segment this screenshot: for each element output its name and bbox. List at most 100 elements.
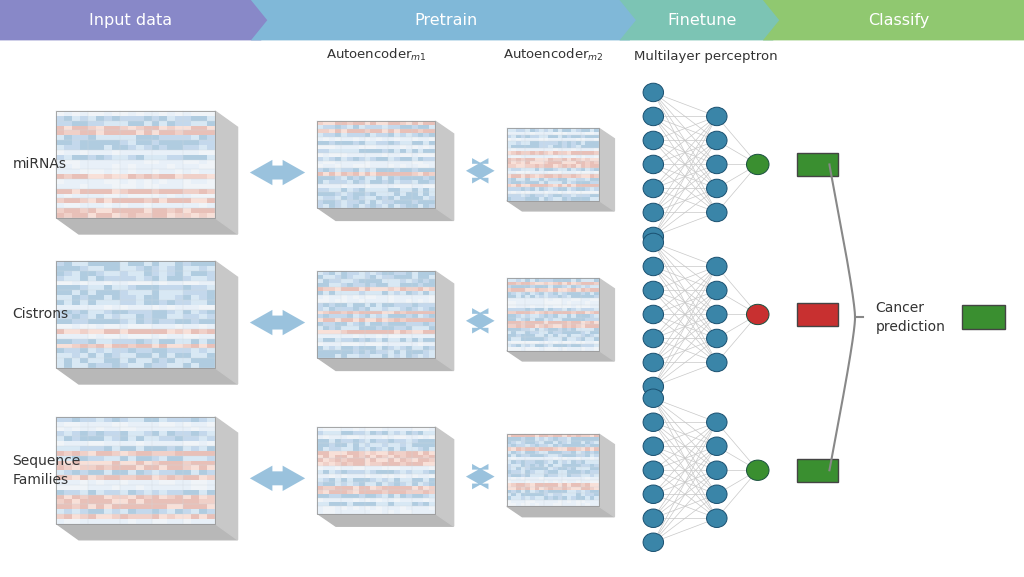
Bar	[377, 196, 382, 200]
Bar	[544, 138, 549, 141]
Bar	[520, 190, 525, 194]
Bar	[377, 180, 382, 184]
Bar	[412, 431, 418, 435]
Bar	[581, 477, 585, 480]
Bar	[120, 324, 128, 329]
Bar	[406, 455, 412, 459]
Bar	[512, 288, 516, 291]
Bar	[207, 130, 215, 136]
Bar	[516, 285, 520, 288]
Bar	[512, 190, 516, 194]
Bar	[399, 129, 406, 133]
Bar	[183, 305, 191, 310]
Bar	[590, 158, 594, 161]
Bar	[512, 447, 516, 451]
Bar	[594, 174, 599, 178]
Bar	[183, 261, 191, 266]
Bar	[418, 153, 424, 156]
Bar	[358, 342, 365, 346]
Ellipse shape	[707, 131, 727, 149]
Bar	[135, 136, 143, 140]
Bar	[553, 194, 557, 197]
Bar	[352, 145, 358, 149]
Bar	[512, 331, 516, 334]
Bar	[562, 470, 566, 474]
Bar	[56, 460, 65, 466]
Bar	[553, 328, 557, 331]
Bar	[594, 334, 599, 338]
Bar	[330, 490, 335, 494]
Bar	[575, 164, 581, 168]
Bar	[406, 176, 412, 180]
Bar	[406, 502, 412, 505]
Bar	[581, 288, 585, 291]
Bar	[567, 132, 571, 135]
Bar	[586, 447, 590, 451]
Bar	[562, 500, 566, 503]
Bar	[586, 145, 590, 148]
Bar	[429, 498, 435, 502]
Bar	[399, 455, 406, 459]
Bar	[525, 174, 530, 178]
Bar	[412, 145, 418, 149]
Bar	[341, 299, 347, 303]
Bar	[586, 141, 590, 145]
Bar	[520, 451, 525, 454]
Bar	[128, 136, 135, 140]
Bar	[586, 338, 590, 340]
Bar	[88, 514, 96, 519]
Bar	[525, 321, 530, 324]
Bar	[168, 184, 175, 189]
Bar	[394, 180, 399, 184]
Bar	[160, 193, 168, 198]
Bar	[143, 466, 152, 470]
Bar	[317, 427, 435, 514]
Bar	[382, 490, 388, 494]
Bar	[128, 155, 135, 160]
Bar	[88, 353, 96, 358]
Bar	[530, 181, 535, 184]
Bar	[135, 514, 143, 519]
Bar	[324, 173, 329, 176]
Bar	[399, 330, 406, 334]
Bar	[594, 145, 599, 148]
Bar	[530, 161, 535, 164]
Bar	[72, 358, 80, 363]
Bar	[324, 427, 329, 431]
Bar	[590, 190, 594, 194]
Bar	[590, 338, 594, 340]
Bar	[535, 347, 539, 351]
Bar	[520, 135, 525, 138]
Bar	[112, 314, 120, 319]
Bar	[152, 150, 160, 155]
Bar	[388, 164, 394, 168]
Bar	[371, 125, 377, 129]
Ellipse shape	[643, 233, 664, 252]
Bar	[96, 280, 104, 286]
Bar	[112, 432, 120, 436]
Bar	[191, 329, 199, 334]
Bar	[567, 344, 571, 347]
Bar	[199, 130, 207, 136]
Bar	[535, 188, 539, 190]
Bar	[412, 164, 418, 168]
Bar	[512, 434, 516, 437]
Bar	[567, 500, 571, 503]
Bar	[571, 184, 575, 188]
Bar	[183, 460, 191, 466]
Bar	[191, 504, 199, 509]
Bar	[65, 121, 72, 126]
Bar	[143, 121, 152, 126]
Bar	[120, 504, 128, 509]
Bar	[341, 462, 347, 466]
Bar	[539, 138, 544, 141]
Bar	[371, 168, 377, 173]
Bar	[507, 291, 512, 295]
Bar	[80, 329, 88, 334]
Bar	[120, 314, 128, 319]
Bar	[507, 194, 512, 197]
Bar	[553, 500, 557, 503]
Bar	[135, 130, 143, 136]
Bar	[516, 318, 520, 321]
Bar	[65, 466, 72, 470]
